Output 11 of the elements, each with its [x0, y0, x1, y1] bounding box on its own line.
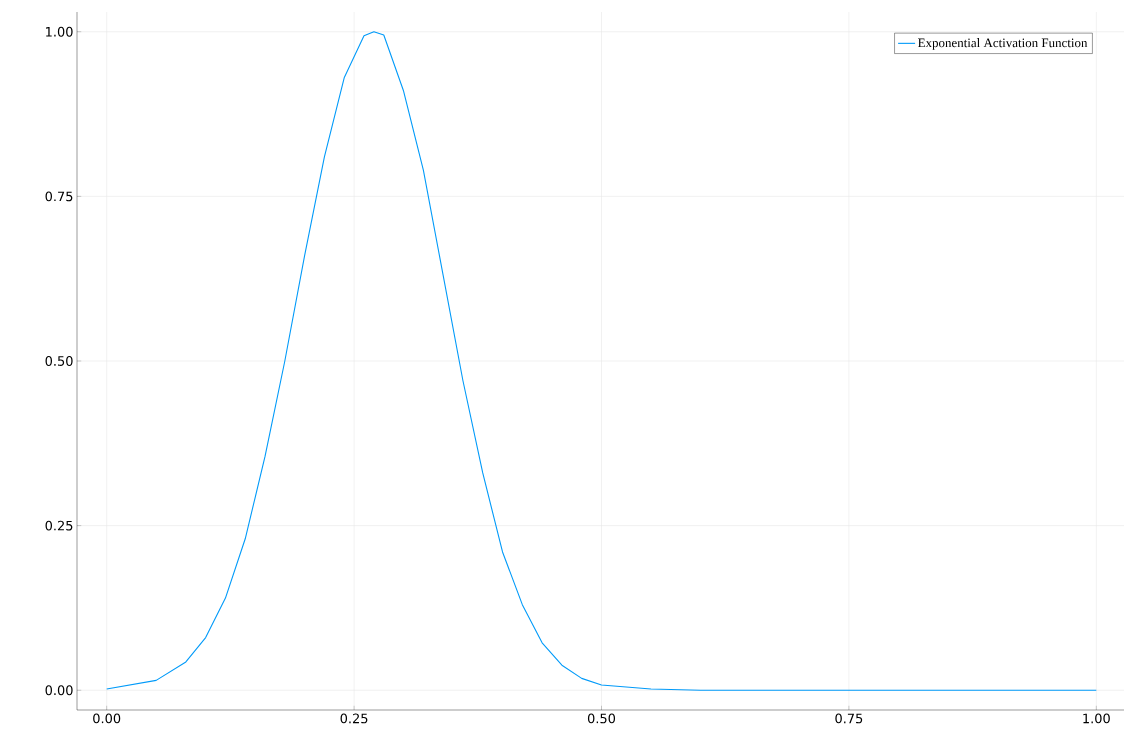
x-tick-label: 0.75 — [835, 713, 863, 724]
x-tick-label: 0.00 — [93, 713, 121, 724]
x-tick-label: 1.00 — [1083, 713, 1110, 724]
x-tick-label: 0.50 — [587, 713, 616, 724]
y-tick-label: 0.50 — [45, 356, 73, 366]
y-tick-label: 0.00 — [45, 685, 73, 696]
legend-label: Exponential Activation Function — [918, 38, 1088, 50]
y-tick-label: 1.00 — [46, 26, 73, 37]
x-tick-label: 0.25 — [340, 713, 368, 724]
y-tick-label: 0.75 — [45, 191, 73, 202]
y-tick-label: 0.25 — [45, 520, 73, 531]
